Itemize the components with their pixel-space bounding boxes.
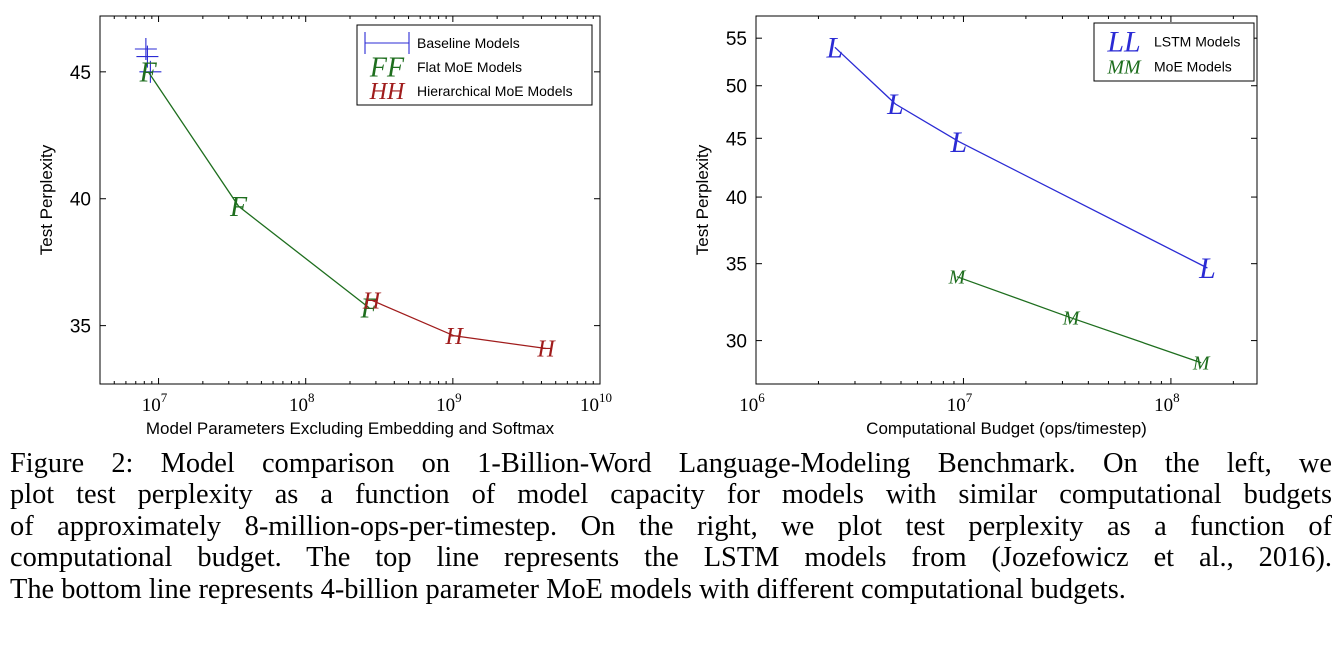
y-tick-label: 45 bbox=[726, 129, 747, 150]
lstm-models-point: L bbox=[949, 126, 967, 159]
legend-label-baseline-models: Baseline Models bbox=[417, 35, 520, 51]
x-axis-label: Model Parameters Excluding Embedding and… bbox=[146, 419, 555, 438]
legend-swatch-moe-models: MM bbox=[1106, 56, 1142, 78]
plot-frame bbox=[755, 15, 1258, 385]
lstm-models-point: L bbox=[1198, 252, 1216, 285]
x-tick-label: 108 bbox=[289, 390, 315, 416]
legend-box bbox=[1093, 22, 1255, 82]
right-chart: 106 107 108 30 35 40 45 50 55 Computational Budge… bbox=[693, 15, 1258, 438]
lstm-models-point: L bbox=[826, 32, 844, 65]
baseline-models-point bbox=[139, 60, 162, 83]
caption-line: Figure 2: Model comparison on 1-Billion-… bbox=[10, 448, 1332, 479]
y-tick-label: 40 bbox=[70, 190, 91, 211]
moe-models-point: M bbox=[1192, 352, 1211, 374]
hierarchical-moe-models-line bbox=[371, 299, 547, 350]
legend-swatch-baseline-models bbox=[364, 32, 410, 54]
legend-label-moe-models: MoE Models bbox=[1154, 59, 1232, 75]
figure-caption: Figure 2: Model comparison on 1-Billion-… bbox=[10, 448, 1332, 605]
y-tick-label: 50 bbox=[726, 77, 747, 98]
caption-line: plot test perplexity as a function of mo… bbox=[10, 479, 1332, 511]
flat-moe-models-point: F bbox=[229, 192, 248, 223]
moe-models-point: M bbox=[948, 266, 967, 288]
y-tick-label: 55 bbox=[726, 29, 747, 50]
baseline-models-point bbox=[136, 45, 159, 68]
legend-label-hierarchical-moe-models: Hierarchical MoE Models bbox=[417, 83, 573, 99]
x-tick-label: 109 bbox=[436, 390, 462, 416]
hierarchical-moe-models-point: H bbox=[362, 288, 382, 314]
flat-moe-models-line bbox=[147, 71, 370, 309]
legend: Baseline Models FF Flat MoE Models HH Hierar… bbox=[356, 24, 593, 106]
hierarchical-moe-models-point: H bbox=[444, 324, 464, 350]
left-chart: 107 108 109 1010 35 40 45 Model Parameters Excl… bbox=[37, 15, 612, 438]
x-tick-label: 108 bbox=[1154, 390, 1180, 416]
x-tick-label: 107 bbox=[947, 390, 973, 416]
y-tick-label: 35 bbox=[70, 317, 91, 338]
legend-box bbox=[356, 24, 593, 106]
y-tick-label: 45 bbox=[70, 63, 91, 84]
x-axis-label: Computational Budget (ops/timestep) bbox=[866, 419, 1147, 438]
moe-models-point: M bbox=[1062, 308, 1081, 330]
caption-line: The bottom line represents 4-billion par… bbox=[10, 573, 1126, 605]
x-tick-label: 1010 bbox=[580, 390, 612, 416]
y-tick-label: 30 bbox=[726, 332, 747, 353]
lstm-models-point: L bbox=[886, 88, 904, 121]
legend-swatch-flat-moe-models: FF bbox=[369, 53, 405, 84]
legend: LL LSTM Models MM MoE Models bbox=[1093, 22, 1255, 82]
y-tick-label: 35 bbox=[726, 255, 747, 276]
moe-models-line bbox=[956, 276, 1202, 364]
x-tick-label: 106 bbox=[739, 390, 765, 416]
hierarchical-moe-models-point: H bbox=[536, 337, 556, 363]
flat-moe-models-point: F bbox=[139, 57, 158, 88]
lstm-models-line bbox=[834, 46, 1208, 269]
caption-line: of approximately 8-million-ops-per-times… bbox=[10, 510, 1332, 542]
legend-swatch-hierarchical-moe-models: HH bbox=[369, 79, 406, 105]
y-axis-label: Test Perplexity bbox=[693, 144, 712, 255]
y-tick-label: 40 bbox=[726, 188, 747, 209]
legend-label-lstm-models: LSTM Models bbox=[1154, 34, 1240, 50]
legend-label-flat-moe-models: Flat MoE Models bbox=[417, 59, 522, 75]
y-axis-label: Test Perplexity bbox=[37, 144, 56, 255]
legend-swatch-lstm-models: LL bbox=[1106, 26, 1140, 59]
caption-line: computational budget. The top line repre… bbox=[10, 542, 1332, 574]
x-tick-label: 107 bbox=[142, 390, 168, 416]
